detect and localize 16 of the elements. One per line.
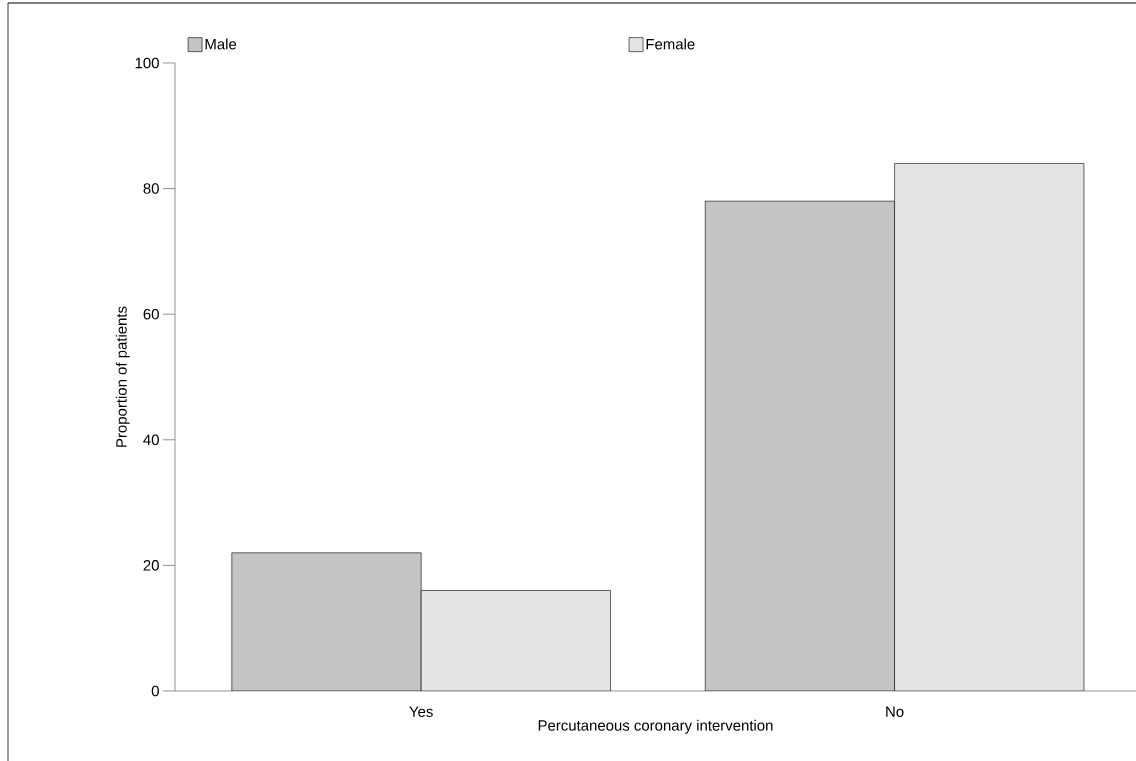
bar (894, 163, 1085, 691)
x-axis-title: Percutaneous coronary intervention (538, 719, 773, 734)
y-axis-title: Proportion of patients (115, 306, 130, 447)
bar (231, 552, 422, 691)
legend-label: Male (205, 38, 237, 50)
x-tick-label: No (886, 706, 904, 717)
y-tick-label: 40 (143, 434, 159, 446)
legend-label: Female (646, 38, 695, 50)
y-tick-label: 20 (143, 560, 159, 571)
bar (704, 200, 895, 691)
y-tick-label: 60 (143, 308, 159, 320)
y-tick-label: 0 (151, 685, 159, 697)
x-tick-label: Yes (409, 706, 433, 717)
bar (420, 590, 611, 691)
y-tick-label: 80 (143, 183, 159, 194)
y-tick-label: 100 (135, 57, 159, 69)
